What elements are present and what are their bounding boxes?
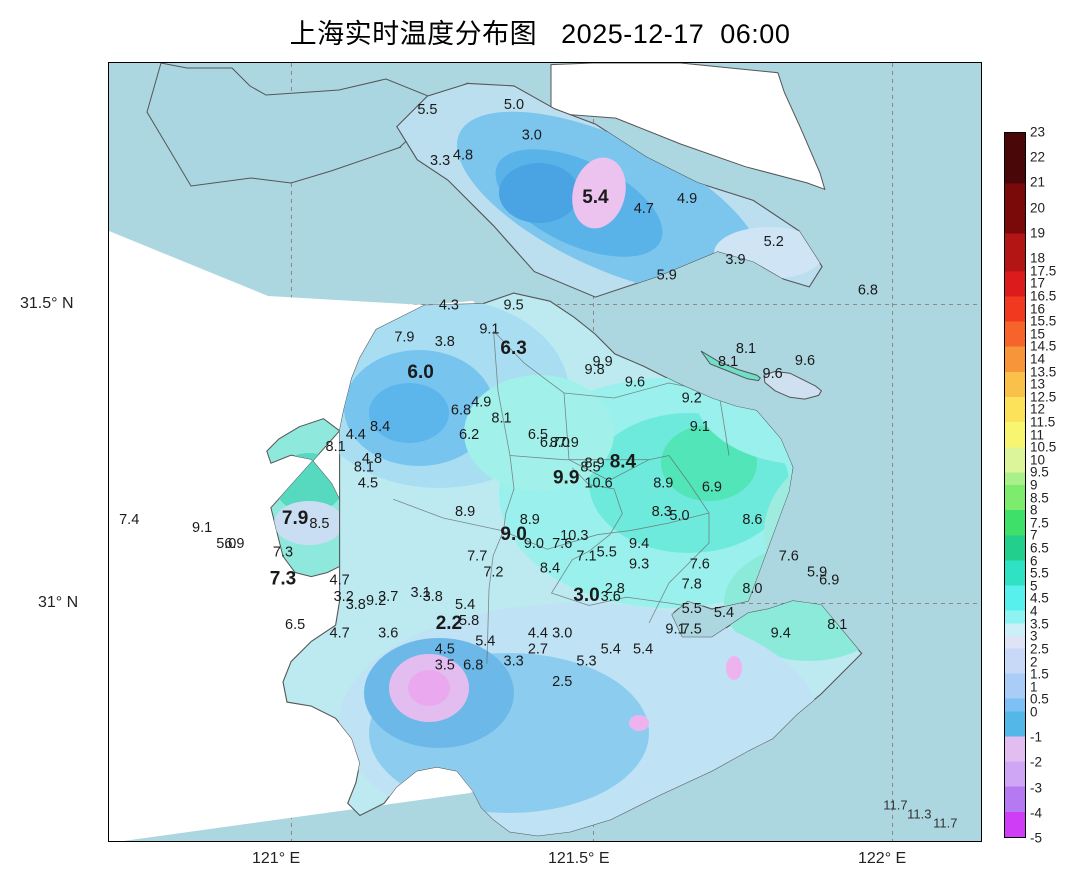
svg-text:6.9: 6.9 bbox=[819, 573, 839, 589]
svg-text:4.3: 4.3 bbox=[439, 297, 459, 313]
svg-text:2.2: 2.2 bbox=[436, 613, 462, 634]
svg-text:7.8: 7.8 bbox=[682, 577, 702, 593]
svg-text:6.8: 6.8 bbox=[858, 283, 878, 299]
svg-text:9.1: 9.1 bbox=[192, 520, 212, 536]
svg-text:4.7: 4.7 bbox=[634, 201, 654, 217]
svg-text:3.0: 3.0 bbox=[522, 127, 542, 143]
svg-text:9.6: 9.6 bbox=[763, 366, 783, 382]
svg-text:3.8: 3.8 bbox=[435, 334, 455, 350]
svg-text:10.6: 10.6 bbox=[584, 476, 612, 492]
svg-text:4.7: 4.7 bbox=[330, 625, 350, 641]
svg-text:6.8: 6.8 bbox=[463, 658, 483, 674]
svg-text:4.5: 4.5 bbox=[358, 476, 378, 492]
svg-text:4.5: 4.5 bbox=[435, 642, 455, 658]
svg-text:5.4: 5.4 bbox=[475, 633, 495, 649]
svg-text:4.7: 4.7 bbox=[330, 573, 350, 589]
svg-text:9.8: 9.8 bbox=[585, 362, 605, 378]
svg-text:7.6: 7.6 bbox=[690, 557, 710, 573]
svg-text:3.0: 3.0 bbox=[573, 585, 599, 606]
svg-text:3.0: 3.0 bbox=[552, 625, 572, 641]
svg-text:11.3: 11.3 bbox=[907, 807, 931, 822]
svg-text:3.9: 3.9 bbox=[725, 252, 745, 268]
svg-text:3.3: 3.3 bbox=[504, 654, 524, 670]
svg-text:10.3: 10.3 bbox=[560, 528, 588, 544]
svg-text:9.0: 9.0 bbox=[524, 536, 544, 552]
svg-text:8.9: 8.9 bbox=[653, 476, 673, 492]
svg-text:5.4: 5.4 bbox=[601, 642, 621, 658]
svg-text:6.9: 6.9 bbox=[224, 536, 244, 552]
svg-text:8.1: 8.1 bbox=[736, 341, 756, 357]
svg-text:7.9: 7.9 bbox=[282, 508, 308, 529]
svg-text:3.7: 3.7 bbox=[378, 589, 398, 605]
svg-text:8.0: 8.0 bbox=[742, 581, 762, 597]
svg-text:9.2: 9.2 bbox=[682, 391, 702, 407]
svg-text:5.5: 5.5 bbox=[597, 544, 617, 560]
svg-text:8.6: 8.6 bbox=[742, 512, 762, 528]
svg-text:7.3: 7.3 bbox=[270, 569, 296, 590]
svg-text:4.8: 4.8 bbox=[453, 148, 473, 164]
svg-text:8.1: 8.1 bbox=[326, 439, 346, 455]
svg-text:6.0: 6.0 bbox=[407, 362, 433, 383]
svg-text:5.0: 5.0 bbox=[504, 97, 524, 113]
svg-text:3.8: 3.8 bbox=[346, 597, 366, 613]
svg-text:9.1: 9.1 bbox=[479, 322, 499, 338]
svg-text:2.5: 2.5 bbox=[552, 674, 572, 690]
svg-text:11.7: 11.7 bbox=[883, 798, 907, 813]
svg-text:9.1: 9.1 bbox=[690, 419, 710, 435]
svg-text:5.9: 5.9 bbox=[657, 267, 677, 283]
svg-text:9.6: 9.6 bbox=[625, 374, 645, 390]
svg-text:5.5: 5.5 bbox=[417, 102, 437, 118]
svg-text:9.6: 9.6 bbox=[795, 353, 815, 369]
svg-text:8.1: 8.1 bbox=[827, 617, 847, 633]
svg-text:7.1: 7.1 bbox=[576, 548, 596, 564]
svg-text:5.3: 5.3 bbox=[576, 654, 596, 670]
svg-text:8.1: 8.1 bbox=[491, 411, 511, 427]
svg-text:5.4: 5.4 bbox=[714, 605, 734, 621]
svg-text:8.4: 8.4 bbox=[370, 419, 390, 435]
svg-text:6.3: 6.3 bbox=[500, 338, 526, 359]
svg-text:4.9: 4.9 bbox=[471, 395, 491, 411]
svg-text:5.5: 5.5 bbox=[682, 601, 702, 617]
svg-text:4.9: 4.9 bbox=[677, 191, 697, 207]
svg-text:2.7: 2.7 bbox=[528, 642, 548, 658]
svg-text:8.5: 8.5 bbox=[580, 459, 600, 475]
svg-text:8.5: 8.5 bbox=[309, 516, 329, 532]
svg-text:7.7: 7.7 bbox=[467, 548, 487, 564]
svg-text:3.6: 3.6 bbox=[378, 625, 398, 641]
svg-text:5.2: 5.2 bbox=[764, 234, 784, 250]
svg-text:9.5: 9.5 bbox=[504, 297, 524, 313]
svg-text:5.4: 5.4 bbox=[455, 597, 475, 613]
svg-text:7.9: 7.9 bbox=[559, 435, 579, 451]
svg-text:3.3: 3.3 bbox=[430, 153, 450, 169]
svg-text:8.4: 8.4 bbox=[540, 561, 560, 577]
svg-text:5.4: 5.4 bbox=[633, 642, 653, 658]
svg-text:7.9: 7.9 bbox=[394, 330, 414, 346]
svg-text:6.8: 6.8 bbox=[451, 403, 471, 419]
svg-text:4.4: 4.4 bbox=[528, 625, 548, 641]
svg-text:9.4: 9.4 bbox=[629, 536, 649, 552]
svg-text:6.5: 6.5 bbox=[285, 617, 305, 633]
svg-text:8.9: 8.9 bbox=[520, 512, 540, 528]
svg-text:8.1: 8.1 bbox=[354, 459, 374, 475]
svg-text:8.1: 8.1 bbox=[718, 354, 738, 370]
svg-text:5.4: 5.4 bbox=[582, 187, 609, 208]
svg-text:8.4: 8.4 bbox=[610, 451, 637, 472]
svg-text:8.9: 8.9 bbox=[455, 504, 475, 520]
svg-text:3.8: 3.8 bbox=[423, 589, 443, 605]
svg-text:2.8: 2.8 bbox=[605, 581, 625, 597]
svg-text:7.3: 7.3 bbox=[273, 544, 293, 560]
svg-text:7.6: 7.6 bbox=[779, 548, 799, 564]
svg-text:7.2: 7.2 bbox=[483, 565, 503, 581]
svg-text:7.5: 7.5 bbox=[682, 621, 702, 637]
svg-text:7.4: 7.4 bbox=[119, 512, 139, 528]
svg-text:9.9: 9.9 bbox=[553, 467, 579, 488]
svg-text:6.9: 6.9 bbox=[702, 480, 722, 496]
svg-text:9.3: 9.3 bbox=[629, 557, 649, 573]
svg-text:4.4: 4.4 bbox=[346, 427, 366, 443]
svg-text:5.0: 5.0 bbox=[669, 508, 689, 524]
svg-text:6.2: 6.2 bbox=[459, 427, 479, 443]
svg-text:11.7: 11.7 bbox=[933, 816, 957, 831]
svg-text:9.4: 9.4 bbox=[771, 625, 791, 641]
svg-text:3.5: 3.5 bbox=[435, 658, 455, 674]
